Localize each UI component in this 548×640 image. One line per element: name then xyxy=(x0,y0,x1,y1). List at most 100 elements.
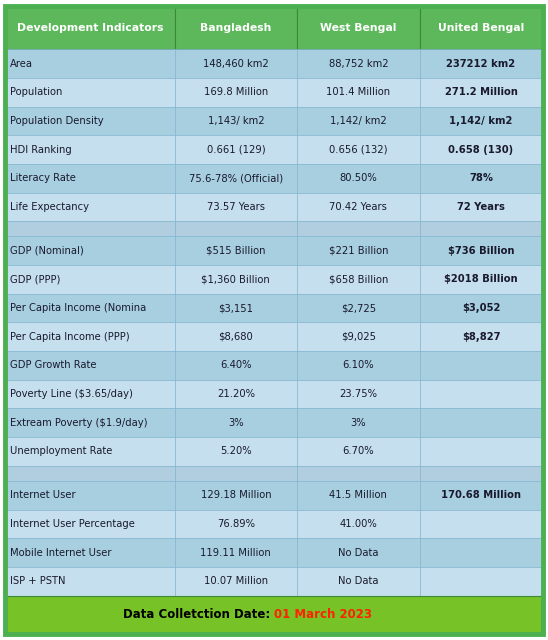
FancyBboxPatch shape xyxy=(297,193,420,221)
Text: Internet User Percentage: Internet User Percentage xyxy=(10,519,135,529)
Text: 6.40%: 6.40% xyxy=(220,360,252,371)
Text: 1,143/ km2: 1,143/ km2 xyxy=(208,116,264,126)
Text: $3,052: $3,052 xyxy=(462,303,500,313)
FancyBboxPatch shape xyxy=(5,567,175,596)
Text: Mobile Internet User: Mobile Internet User xyxy=(10,548,111,557)
FancyBboxPatch shape xyxy=(297,106,420,135)
Text: $221 Billion: $221 Billion xyxy=(329,246,388,256)
FancyBboxPatch shape xyxy=(297,221,420,236)
FancyBboxPatch shape xyxy=(5,380,175,408)
Text: Life Expectancy: Life Expectancy xyxy=(10,202,89,212)
FancyBboxPatch shape xyxy=(175,78,297,106)
Text: $3,151: $3,151 xyxy=(218,303,253,313)
Text: 78%: 78% xyxy=(469,173,493,183)
Text: 75.6-78% (Official): 75.6-78% (Official) xyxy=(189,173,283,183)
FancyBboxPatch shape xyxy=(297,164,420,193)
Text: 169.8 Million: 169.8 Million xyxy=(204,87,268,97)
FancyBboxPatch shape xyxy=(297,265,420,294)
FancyBboxPatch shape xyxy=(420,509,543,538)
FancyBboxPatch shape xyxy=(297,509,420,538)
FancyBboxPatch shape xyxy=(297,481,420,509)
Text: 1,142/ km2: 1,142/ km2 xyxy=(330,116,387,126)
Text: 10.07 Million: 10.07 Million xyxy=(204,576,268,586)
FancyBboxPatch shape xyxy=(5,466,175,481)
FancyBboxPatch shape xyxy=(297,6,420,49)
FancyBboxPatch shape xyxy=(175,193,297,221)
FancyBboxPatch shape xyxy=(420,538,543,567)
Text: 119.11 Million: 119.11 Million xyxy=(201,548,271,557)
Text: GDP Growth Rate: GDP Growth Rate xyxy=(10,360,96,371)
Text: United Bengal: United Bengal xyxy=(438,23,524,33)
FancyBboxPatch shape xyxy=(175,6,297,49)
FancyBboxPatch shape xyxy=(5,596,543,634)
Text: $2018 Billion: $2018 Billion xyxy=(444,275,518,284)
Text: West Bengal: West Bengal xyxy=(320,23,397,33)
FancyBboxPatch shape xyxy=(5,6,175,49)
FancyBboxPatch shape xyxy=(297,466,420,481)
Text: 21.20%: 21.20% xyxy=(217,389,255,399)
Text: 76.89%: 76.89% xyxy=(217,519,255,529)
FancyBboxPatch shape xyxy=(175,135,297,164)
Text: 6.70%: 6.70% xyxy=(342,447,374,456)
Text: 41.00%: 41.00% xyxy=(339,519,377,529)
FancyBboxPatch shape xyxy=(5,236,175,265)
Text: Area: Area xyxy=(10,58,33,68)
FancyBboxPatch shape xyxy=(420,323,543,351)
Text: $658 Billion: $658 Billion xyxy=(329,275,388,284)
Text: 73.57 Years: 73.57 Years xyxy=(207,202,265,212)
FancyBboxPatch shape xyxy=(420,6,543,49)
FancyBboxPatch shape xyxy=(420,351,543,380)
Text: 01 March 2023: 01 March 2023 xyxy=(274,608,372,621)
FancyBboxPatch shape xyxy=(420,221,543,236)
FancyBboxPatch shape xyxy=(420,481,543,509)
Text: $2,725: $2,725 xyxy=(341,303,376,313)
FancyBboxPatch shape xyxy=(175,509,297,538)
FancyBboxPatch shape xyxy=(420,408,543,437)
FancyBboxPatch shape xyxy=(297,135,420,164)
FancyBboxPatch shape xyxy=(420,49,543,78)
Text: $8,680: $8,680 xyxy=(219,332,253,342)
Text: GDP (PPP): GDP (PPP) xyxy=(10,275,60,284)
FancyBboxPatch shape xyxy=(420,466,543,481)
Text: Per Capita Income (Nomina: Per Capita Income (Nomina xyxy=(10,303,146,313)
Text: 23.75%: 23.75% xyxy=(339,389,378,399)
Text: 129.18 Million: 129.18 Million xyxy=(201,490,271,500)
Text: 1,142/ km2: 1,142/ km2 xyxy=(449,116,513,126)
FancyBboxPatch shape xyxy=(420,78,543,106)
FancyBboxPatch shape xyxy=(175,466,297,481)
FancyBboxPatch shape xyxy=(5,509,175,538)
FancyBboxPatch shape xyxy=(297,567,420,596)
FancyBboxPatch shape xyxy=(5,265,175,294)
FancyBboxPatch shape xyxy=(420,164,543,193)
Text: 3%: 3% xyxy=(228,418,244,428)
FancyBboxPatch shape xyxy=(5,351,175,380)
FancyBboxPatch shape xyxy=(297,236,420,265)
Text: Development Indicators: Development Indicators xyxy=(17,23,163,33)
Text: No Data: No Data xyxy=(338,576,379,586)
Text: 80.50%: 80.50% xyxy=(339,173,377,183)
FancyBboxPatch shape xyxy=(420,437,543,466)
FancyBboxPatch shape xyxy=(297,538,420,567)
Text: HDI Ranking: HDI Ranking xyxy=(10,145,72,154)
FancyBboxPatch shape xyxy=(420,567,543,596)
FancyBboxPatch shape xyxy=(175,351,297,380)
Text: 3%: 3% xyxy=(351,418,366,428)
FancyBboxPatch shape xyxy=(5,323,175,351)
FancyBboxPatch shape xyxy=(175,437,297,466)
FancyBboxPatch shape xyxy=(175,567,297,596)
FancyBboxPatch shape xyxy=(420,135,543,164)
FancyBboxPatch shape xyxy=(175,49,297,78)
FancyBboxPatch shape xyxy=(5,164,175,193)
Text: No Data: No Data xyxy=(338,548,379,557)
Text: 101.4 Million: 101.4 Million xyxy=(326,87,390,97)
Text: $8,827: $8,827 xyxy=(462,332,500,342)
Text: 70.42 Years: 70.42 Years xyxy=(329,202,387,212)
FancyBboxPatch shape xyxy=(175,380,297,408)
FancyBboxPatch shape xyxy=(297,49,420,78)
FancyBboxPatch shape xyxy=(420,106,543,135)
FancyBboxPatch shape xyxy=(5,221,175,236)
Text: Population: Population xyxy=(10,87,62,97)
Text: GDP (Nominal): GDP (Nominal) xyxy=(10,246,84,256)
FancyBboxPatch shape xyxy=(5,294,175,323)
Text: 148,460 km2: 148,460 km2 xyxy=(203,58,269,68)
